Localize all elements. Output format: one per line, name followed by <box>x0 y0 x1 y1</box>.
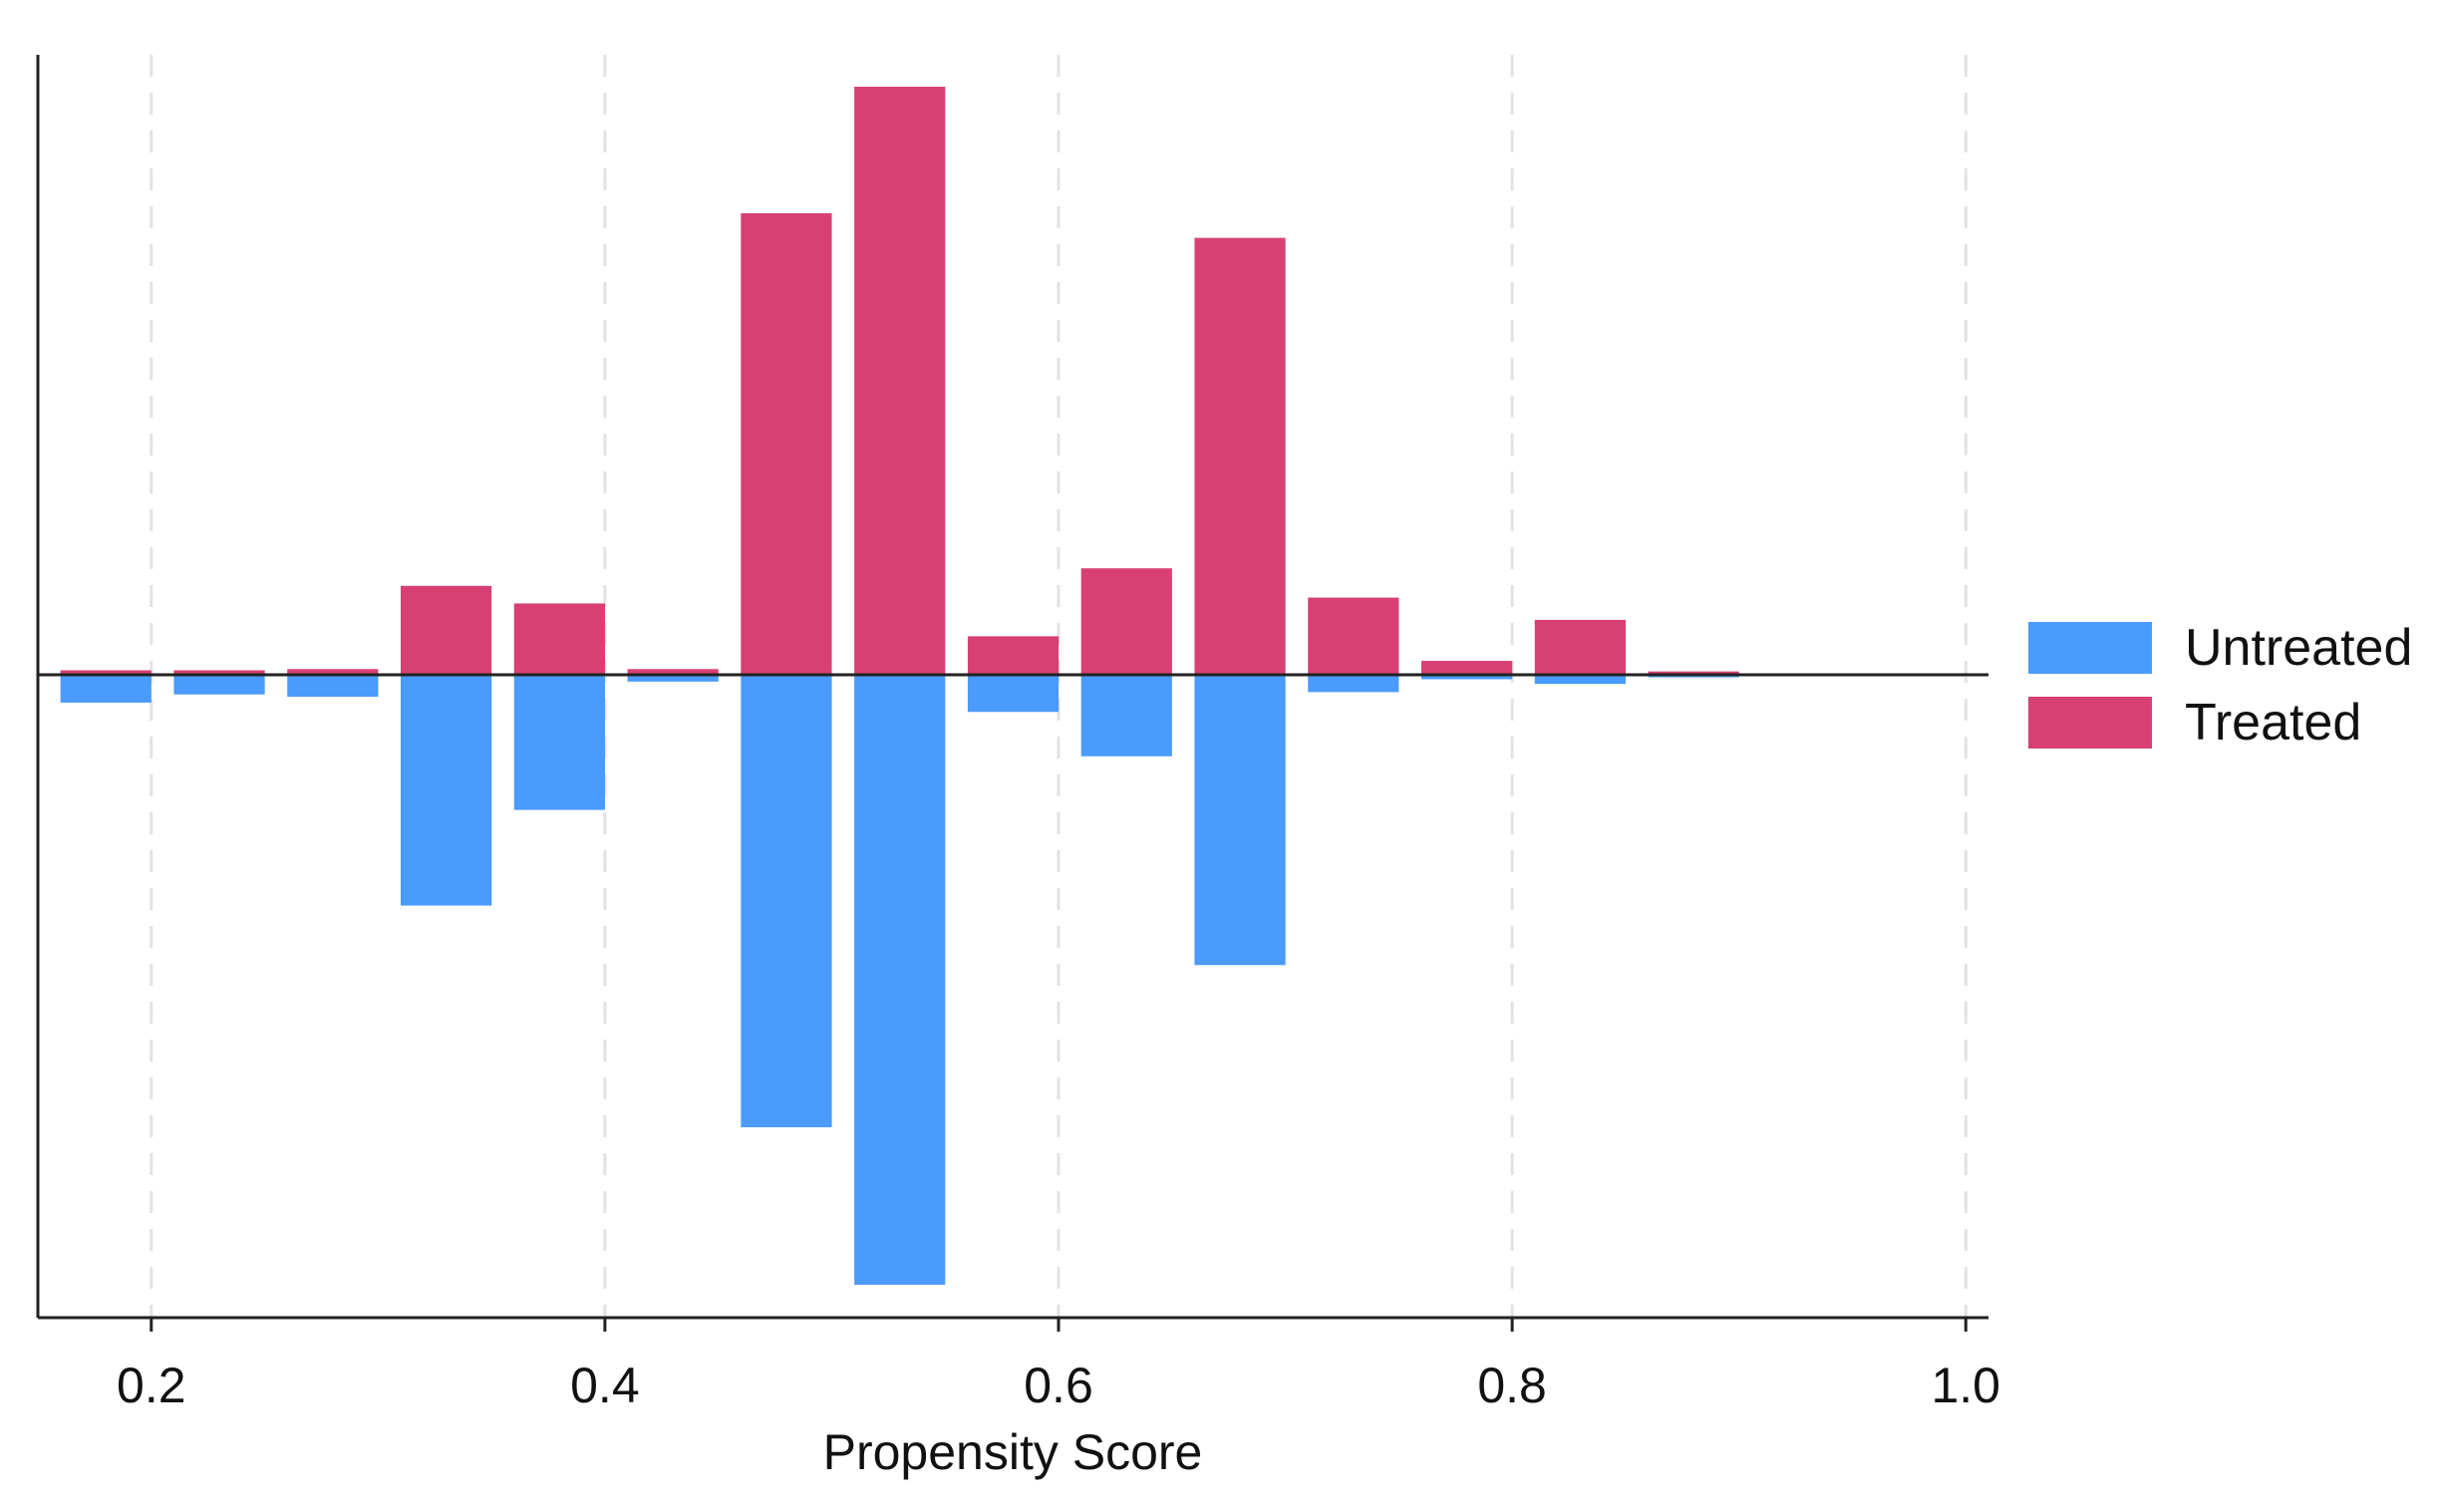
bar-treated-0.33 <box>401 585 492 677</box>
x-axis-label: Propensity Score <box>823 1424 1203 1480</box>
tick-label-1.0: 1.0 <box>1931 1358 2000 1413</box>
bar-untreated-0.33 <box>401 674 492 906</box>
bars-layer <box>60 87 1739 1285</box>
tick-label-0.8: 0.8 <box>1477 1358 1547 1413</box>
legend: Untreated Treated <box>2028 619 2412 752</box>
bar-treated-0.38 <box>513 603 605 676</box>
bar-treated-0.53 <box>854 87 946 676</box>
tick-label-0.4: 0.4 <box>570 1358 640 1413</box>
tick-label-0.2: 0.2 <box>117 1358 186 1413</box>
legend-label-treated: Treated <box>2185 694 2361 752</box>
bar-untreated-0.53 <box>854 674 946 1285</box>
bar-untreated-0.68 <box>1194 674 1286 966</box>
bar-treated-0.68 <box>1194 237 1286 676</box>
tick-label-0.6: 0.6 <box>1024 1358 1093 1413</box>
bar-untreated-0.48 <box>741 674 832 1127</box>
bar-treated-0.63 <box>1080 568 1172 676</box>
grid-layer <box>150 55 1968 1318</box>
bar-untreated-0.58 <box>967 674 1060 713</box>
bar-treated-0.73 <box>1308 597 1399 676</box>
bar-treated-0.78 <box>1421 661 1513 677</box>
bar-untreated-0.23 <box>173 674 265 695</box>
legend-label-untreated: Untreated <box>2185 619 2412 677</box>
bar-untreated-0.18 <box>60 674 152 703</box>
bar-treated-0.48 <box>741 212 832 676</box>
legend-swatch-treated <box>2028 697 2152 749</box>
bar-treated-0.83 <box>1534 619 1626 677</box>
legend-swatch-untreated <box>2028 622 2152 674</box>
bar-untreated-0.63 <box>1080 674 1172 756</box>
bar-untreated-0.28 <box>287 674 379 698</box>
bar-untreated-0.73 <box>1308 674 1399 693</box>
bar-treated-0.58 <box>967 636 1060 676</box>
x-ticks: 0.2 0.4 0.6 0.8 1.0 <box>117 1318 2000 1413</box>
bar-untreated-0.38 <box>513 674 605 810</box>
